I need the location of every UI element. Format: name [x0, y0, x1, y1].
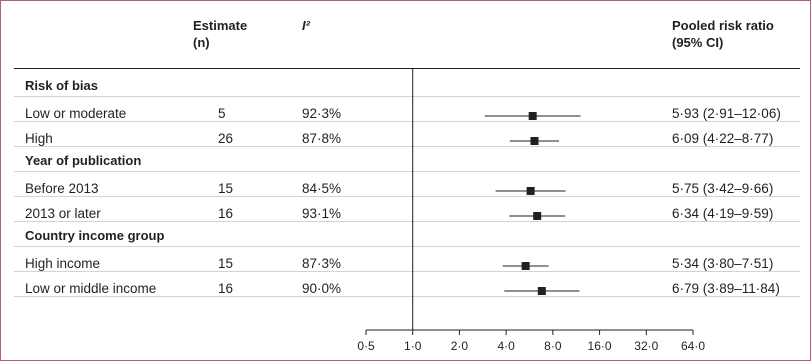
- row-label: High: [25, 131, 53, 146]
- header-pooled-risk-ratio: Pooled risk ratio: [672, 18, 774, 33]
- estimate-count: 26: [218, 131, 234, 146]
- x-tick-label: 0·5: [357, 339, 375, 353]
- row-separator: [14, 96, 800, 97]
- point-estimate-marker: [528, 112, 537, 120]
- i2-value: 90·0%: [302, 281, 342, 296]
- point-estimate-marker: [537, 287, 546, 295]
- x-tick-label: 16·0: [588, 339, 612, 353]
- i2-value: 92·3%: [302, 106, 342, 121]
- estimate-count: 16: [218, 206, 234, 221]
- table-header: [14, 0, 800, 69]
- row-label: Before 2013: [25, 181, 99, 196]
- estimate-count: 5: [218, 106, 226, 121]
- header-estimate: Estimate: [193, 18, 248, 33]
- group-label: Risk of bias: [25, 78, 98, 93]
- risk-ratio-ci: 5·75 (3·42–9·66): [672, 181, 774, 196]
- estimate-count: 15: [218, 256, 234, 271]
- x-tick-label: 64·0: [681, 339, 705, 353]
- row-separator: [14, 221, 800, 222]
- row-label: 2013 or later: [25, 206, 101, 221]
- point-estimate-marker: [530, 137, 539, 145]
- x-tick-label: 32·0: [634, 339, 658, 353]
- row-label: Low or moderate: [25, 106, 127, 121]
- row-separator: [14, 171, 800, 172]
- estimate-count: 15: [218, 181, 234, 196]
- i2-value: 93·1%: [302, 206, 342, 221]
- estimate-count: 16: [218, 281, 234, 296]
- risk-ratio-ci: 6·34 (4·19–9·59): [672, 206, 774, 221]
- x-tick-label: 2·0: [451, 339, 469, 353]
- i2-value: 87·3%: [302, 256, 342, 271]
- x-tick-label: 8·0: [544, 339, 562, 353]
- risk-ratio-ci: 5·93 (2·91–12·06): [672, 106, 781, 121]
- i2-value: 87·8%: [302, 131, 342, 146]
- row-separator: [14, 146, 800, 147]
- group-label: Country income group: [25, 228, 165, 243]
- x-tick-label: 4·0: [497, 339, 515, 353]
- row-separator: [14, 121, 800, 122]
- row-separator: [14, 196, 800, 197]
- point-estimate-marker: [526, 187, 535, 195]
- risk-ratio-ci: 6·09 (4·22–8·77): [672, 131, 774, 146]
- point-estimate-marker: [533, 212, 542, 220]
- risk-ratio-ci: 6·79 (3·89–11·84): [672, 281, 780, 296]
- risk-ratio-ci: 5·34 (3·80–7·51): [672, 256, 774, 271]
- i2-value: 84·5%: [302, 181, 342, 196]
- row-separator: [14, 296, 800, 297]
- x-tick-label: 1·0: [404, 339, 422, 353]
- row-separator: [14, 246, 800, 247]
- header-ci: (95% CI): [672, 35, 724, 50]
- point-estimate-marker: [521, 262, 530, 270]
- header-i2: I²: [302, 18, 310, 33]
- row-label: Low or middle income: [25, 281, 157, 296]
- group-label: Year of publication: [25, 153, 142, 168]
- row-separator: [14, 271, 800, 272]
- row-label: High income: [25, 256, 101, 271]
- header-n: (n): [193, 35, 210, 50]
